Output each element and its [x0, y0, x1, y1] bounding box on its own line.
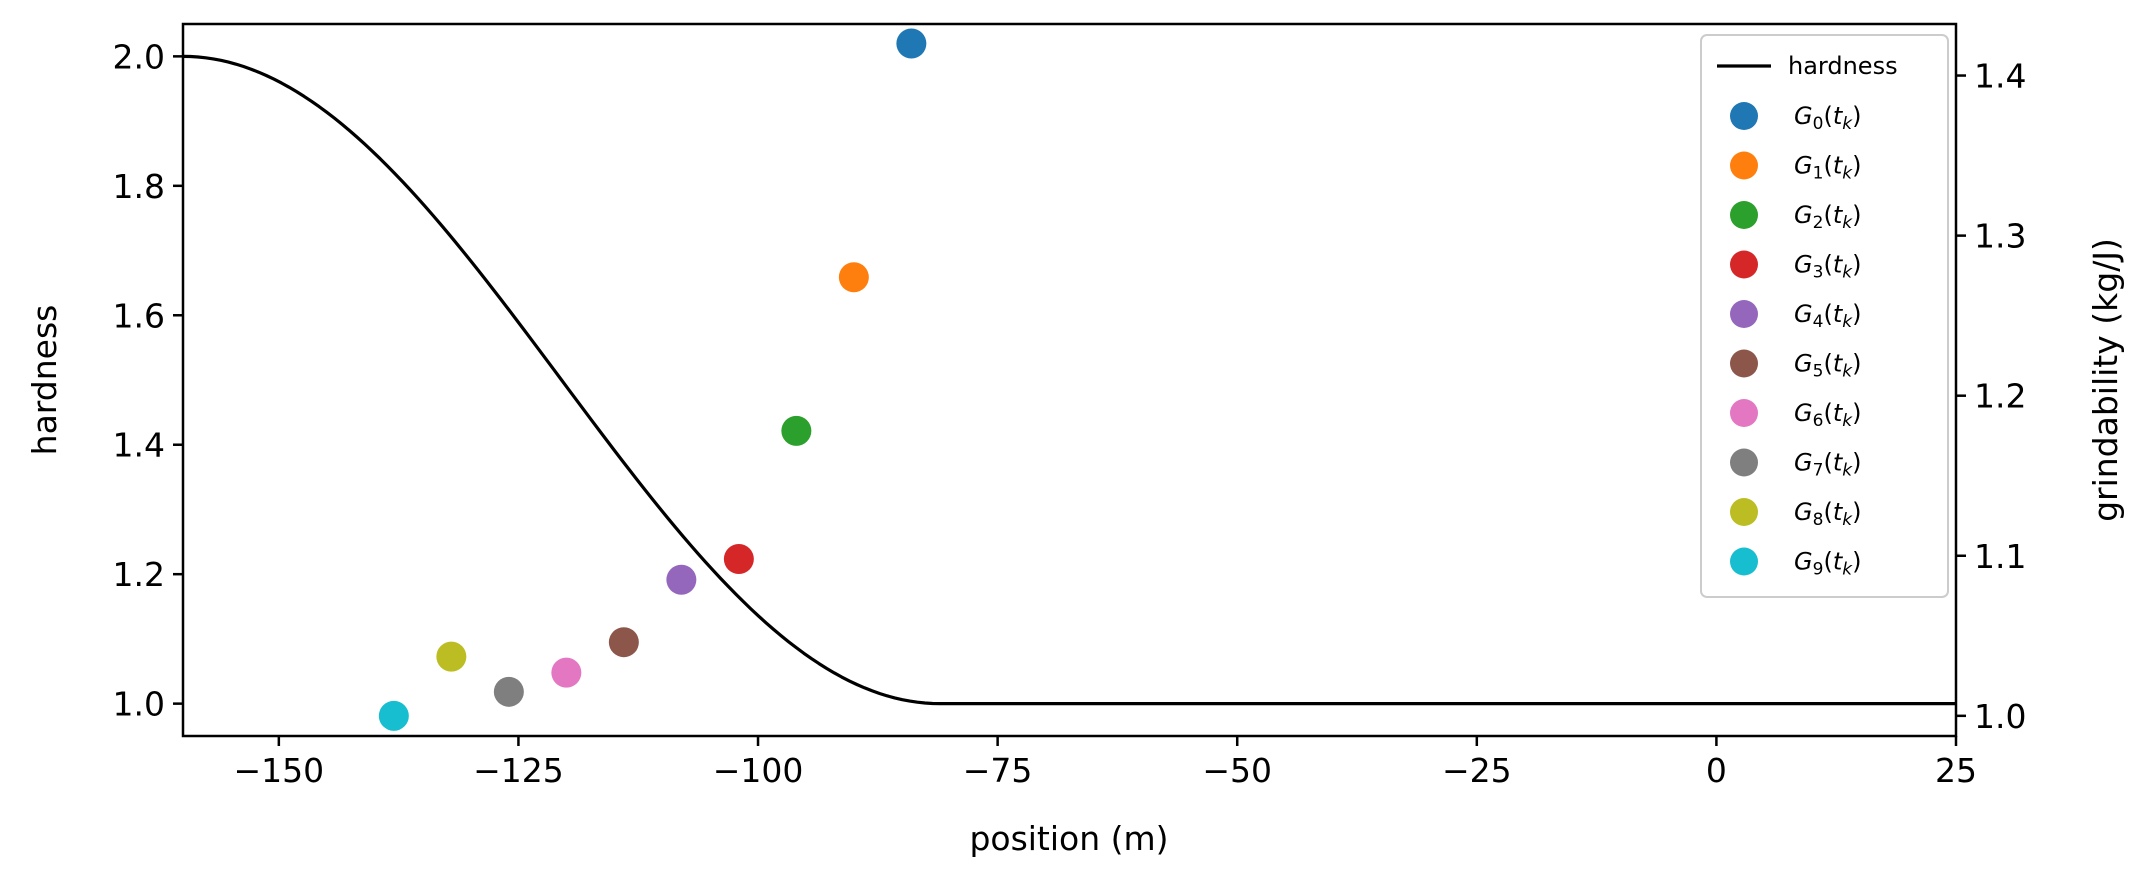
legend-g9-marker [1730, 547, 1758, 576]
x-tick-label: 0 [1706, 751, 1727, 790]
y2-tick-label: 1.1 [1974, 537, 2026, 576]
y2-tick-label: 1.0 [1974, 697, 2026, 736]
y-tick-label: 1.2 [113, 555, 165, 594]
point-g6 [551, 657, 582, 688]
point-g5 [608, 627, 639, 658]
y-tick-label: 2.0 [113, 37, 165, 76]
y-tick-label: 1.0 [113, 685, 165, 724]
hardness-line [182, 54, 1956, 706]
legend-g7-label: G7(tk) [1794, 449, 1861, 481]
legend-g4-marker [1730, 300, 1758, 328]
x-axis-label: position (m) [969, 819, 1168, 858]
legend-g9-label: G9(tk) [1794, 548, 1861, 580]
x-tick-label: −125 [473, 751, 564, 790]
point-g4 [666, 564, 697, 595]
y2-tick-label: 1.2 [1974, 377, 2026, 416]
x-tick-label: −50 [1202, 751, 1272, 790]
y2-tick-label: 1.3 [1974, 217, 2026, 256]
legend-g0-marker [1730, 102, 1758, 130]
legend-g4-label: G4(tk) [1794, 300, 1861, 332]
y2-tick-label: 1.4 [1974, 57, 2026, 96]
legend-box [1700, 34, 1949, 598]
legend-g5-marker [1730, 349, 1758, 378]
legend-g6-marker [1730, 399, 1758, 427]
legend: hardness G0(tk) G1(tk) G2(tk) G3(tk) G4(tk) G5… [1700, 34, 1949, 598]
x-tick-label: −150 [234, 751, 325, 790]
point-g3 [723, 543, 754, 574]
point-g7 [493, 676, 524, 707]
y-tick-label: 1.6 [113, 296, 165, 335]
legend-g6-label: G6(tk) [1794, 399, 1861, 431]
legend-g7-marker [1730, 448, 1758, 477]
plot-area [182, 28, 1956, 731]
legend-g3-label: G3(tk) [1794, 251, 1861, 283]
point-g9 [378, 700, 409, 731]
legend-g0-label: G0(tk) [1794, 102, 1861, 134]
y-axis-label: hardness [25, 305, 64, 456]
point-g1 [838, 262, 869, 293]
legend-g8-marker [1730, 498, 1758, 526]
axis-ticks: −150 −125 −100 −75 −50 −25 0 25 1.0 1.2 1.4 1.6 1.8 2… [113, 37, 2027, 790]
point-g2 [781, 415, 812, 446]
point-g0 [896, 28, 927, 59]
y-tick-label: 1.4 [113, 426, 165, 465]
axes-frame [181, 22, 1958, 738]
legend-hardness-label: hardness [1788, 52, 1898, 80]
y-tick-label: 1.8 [113, 167, 165, 206]
x-tick-label: −25 [1442, 751, 1512, 790]
x-tick-label: 25 [1935, 751, 1977, 790]
legend-g2-label: G2(tk) [1794, 201, 1861, 233]
legend-g8-label: G8(tk) [1794, 498, 1861, 530]
legend-g2-marker [1730, 201, 1758, 229]
x-tick-label: −100 [713, 751, 804, 790]
point-g8 [436, 641, 467, 672]
legend-g3-marker [1730, 250, 1758, 279]
legend-g5-label: G5(tk) [1794, 350, 1861, 382]
legend-g1-label: G1(tk) [1794, 152, 1861, 184]
legend-g1-marker [1730, 151, 1758, 180]
x-tick-label: −75 [963, 751, 1033, 790]
y2-axis-label: grindability (kg/J) [2086, 238, 2125, 522]
